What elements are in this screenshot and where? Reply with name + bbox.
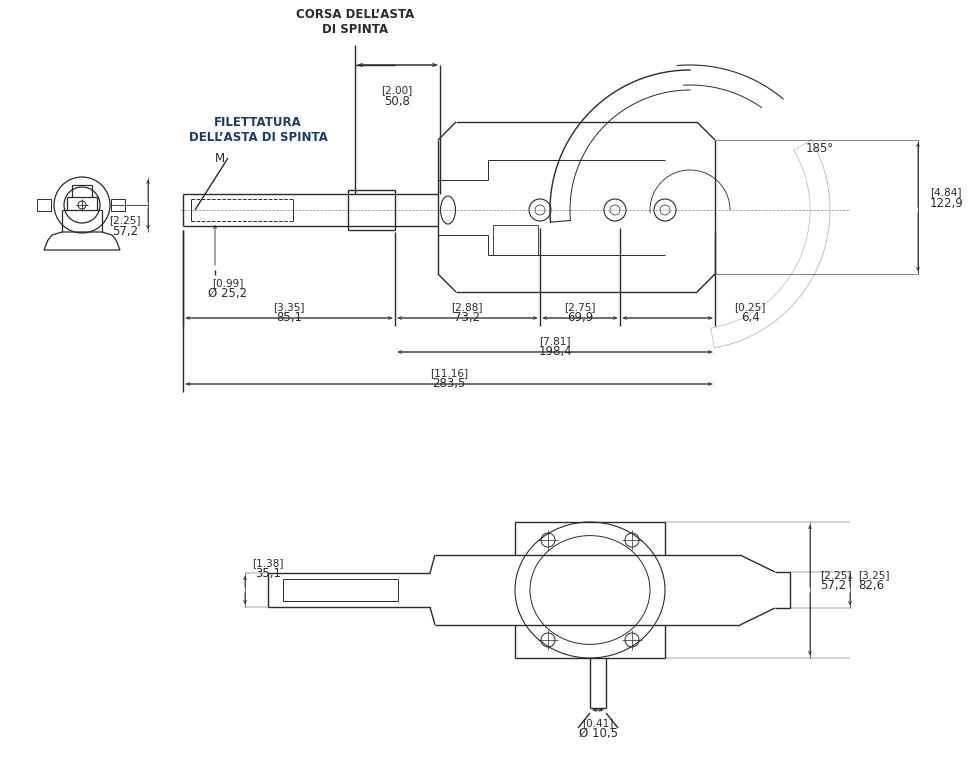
Text: 50,8: 50,8 — [384, 94, 410, 107]
Text: 85,1: 85,1 — [276, 312, 302, 325]
Text: [3.35]: [3.35] — [273, 302, 305, 312]
Text: [11.16]: [11.16] — [430, 368, 469, 378]
Text: CORSA DELL’ASTA
DI SPINTA: CORSA DELL’ASTA DI SPINTA — [295, 8, 414, 36]
Bar — [111, 199, 125, 211]
Text: [2.75]: [2.75] — [565, 302, 596, 312]
Text: [2.25]: [2.25] — [109, 215, 141, 225]
Text: [0.41]: [0.41] — [582, 718, 613, 728]
Text: 198,4: 198,4 — [538, 345, 572, 358]
Text: M: M — [215, 152, 226, 165]
Text: 283,5: 283,5 — [433, 378, 466, 391]
Text: 73,2: 73,2 — [454, 312, 480, 325]
Text: 6,4: 6,4 — [741, 312, 759, 325]
Text: [1.38]: [1.38] — [253, 558, 284, 568]
Text: [0.99]: [0.99] — [212, 278, 244, 288]
Text: FILETTATURA
DELL’ASTA DI SPINTA: FILETTATURA DELL’ASTA DI SPINTA — [189, 116, 328, 144]
Text: 122,9: 122,9 — [930, 197, 964, 209]
Text: 35,1: 35,1 — [255, 568, 281, 581]
Text: 57,2: 57,2 — [820, 580, 846, 592]
Text: [2.00]: [2.00] — [381, 85, 413, 95]
Text: Ø 25,2: Ø 25,2 — [208, 287, 248, 300]
Text: [7.81]: [7.81] — [539, 336, 571, 346]
Text: 57,2: 57,2 — [112, 225, 138, 238]
Text: 69,9: 69,9 — [567, 312, 593, 325]
Text: [2.88]: [2.88] — [451, 302, 483, 312]
Text: [3.25]: [3.25] — [858, 570, 889, 580]
Bar — [37, 199, 51, 211]
Text: Ø 10,5: Ø 10,5 — [578, 728, 617, 741]
Text: 82,6: 82,6 — [858, 580, 885, 592]
Text: [4.84]: [4.84] — [930, 187, 961, 197]
Text: 185°: 185° — [806, 142, 834, 155]
Text: [2.25]: [2.25] — [820, 570, 851, 580]
Text: [0.25]: [0.25] — [734, 302, 766, 312]
